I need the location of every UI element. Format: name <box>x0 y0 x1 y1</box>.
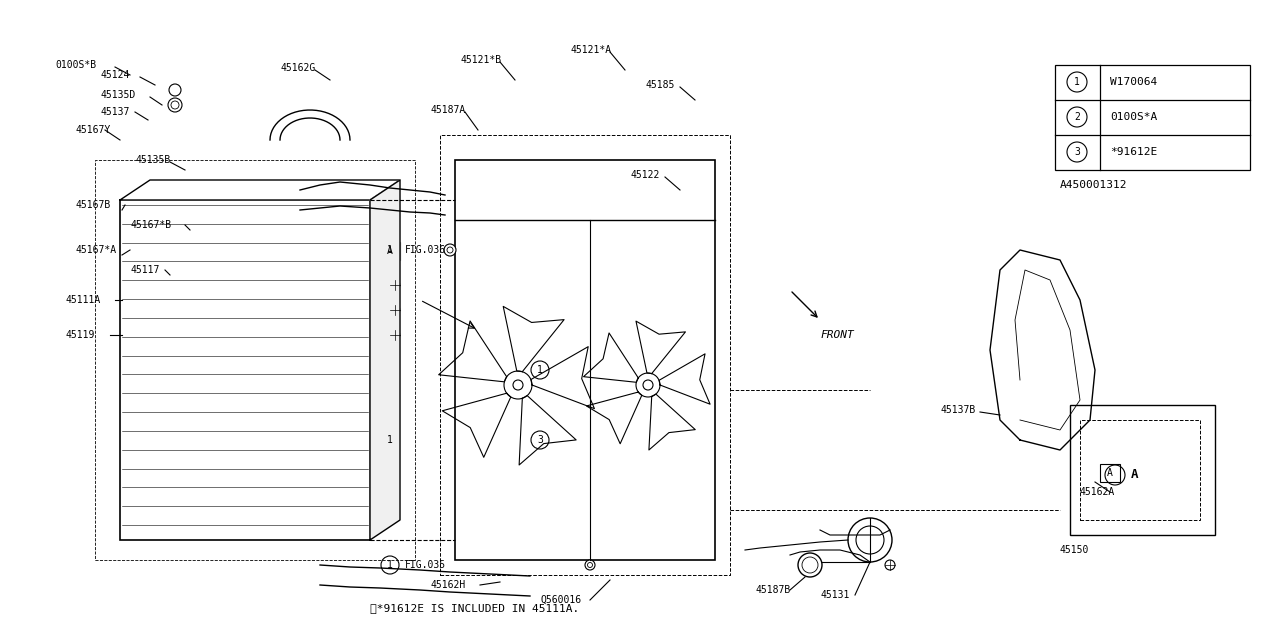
Text: W170064: W170064 <box>1110 77 1157 87</box>
Circle shape <box>1105 465 1125 485</box>
Circle shape <box>588 563 593 568</box>
Circle shape <box>381 431 399 449</box>
Bar <box>1070 405 1215 535</box>
Circle shape <box>513 380 524 390</box>
Circle shape <box>1068 142 1087 162</box>
Text: 1: 1 <box>387 560 393 570</box>
Text: 45135D: 45135D <box>100 90 136 100</box>
Circle shape <box>381 556 399 574</box>
Text: A: A <box>1107 468 1112 478</box>
Bar <box>120 200 370 540</box>
Text: 45121*B: 45121*B <box>460 55 502 65</box>
Text: 45167Y: 45167Y <box>76 125 110 135</box>
Circle shape <box>856 526 884 554</box>
Text: A: A <box>387 246 393 256</box>
Text: 1: 1 <box>1074 77 1080 87</box>
Text: 45167B: 45167B <box>76 200 110 210</box>
Text: 3: 3 <box>538 435 543 445</box>
Text: 45137B: 45137B <box>940 405 975 415</box>
Circle shape <box>797 553 822 577</box>
Circle shape <box>169 84 180 96</box>
Text: 1: 1 <box>387 245 393 255</box>
Text: 45185: 45185 <box>645 80 675 90</box>
Text: 45150: 45150 <box>1060 545 1089 555</box>
Circle shape <box>390 280 401 290</box>
Text: 0100S*A: 0100S*A <box>1110 112 1157 122</box>
Circle shape <box>504 371 532 399</box>
Circle shape <box>884 560 895 570</box>
Text: 45167*A: 45167*A <box>76 245 116 255</box>
Text: 45111A: 45111A <box>65 295 100 305</box>
Bar <box>1080 420 1201 520</box>
Text: *91612E: *91612E <box>1110 147 1157 157</box>
Text: 3: 3 <box>1074 147 1080 157</box>
Text: 45135B: 45135B <box>134 155 170 165</box>
Text: 45187A: 45187A <box>430 105 465 115</box>
Circle shape <box>643 380 653 390</box>
Text: 1: 1 <box>387 435 393 445</box>
Circle shape <box>447 247 453 253</box>
Text: 45162G: 45162G <box>280 63 315 73</box>
Circle shape <box>381 241 399 259</box>
Text: 45162H: 45162H <box>430 580 465 590</box>
Text: 2: 2 <box>1074 112 1080 122</box>
Circle shape <box>1068 107 1087 127</box>
Text: FIG.035: FIG.035 <box>404 560 447 570</box>
Bar <box>454 160 716 560</box>
Circle shape <box>168 98 182 112</box>
Text: 0100S*B: 0100S*B <box>55 60 96 70</box>
Text: FIG.036: FIG.036 <box>404 245 447 255</box>
Text: FRONT: FRONT <box>820 330 854 340</box>
Text: ※*91612E IS INCLUDED IN 45111A.: ※*91612E IS INCLUDED IN 45111A. <box>370 603 580 613</box>
Polygon shape <box>370 180 401 540</box>
Text: 45187B: 45187B <box>755 585 790 595</box>
Circle shape <box>636 373 660 397</box>
Circle shape <box>803 557 818 573</box>
Text: 45137: 45137 <box>100 107 129 117</box>
Text: 45162A: 45162A <box>1080 487 1115 497</box>
Circle shape <box>585 560 595 570</box>
Circle shape <box>531 431 549 449</box>
Circle shape <box>849 518 892 562</box>
Text: 45124: 45124 <box>100 70 129 80</box>
Text: 45121*A: 45121*A <box>570 45 611 55</box>
Polygon shape <box>120 180 401 200</box>
Bar <box>1055 65 1251 170</box>
Circle shape <box>390 330 401 340</box>
Circle shape <box>444 244 456 256</box>
Text: 45117: 45117 <box>131 265 160 275</box>
Text: 45122: 45122 <box>630 170 659 180</box>
Circle shape <box>172 101 179 109</box>
Circle shape <box>390 305 401 315</box>
Text: A450001312: A450001312 <box>1060 180 1128 190</box>
Text: 45131: 45131 <box>820 590 850 600</box>
Text: 45167*B: 45167*B <box>131 220 172 230</box>
Text: 1: 1 <box>538 365 543 375</box>
Bar <box>1100 464 1120 482</box>
Text: A: A <box>1132 468 1139 481</box>
Text: Q560016: Q560016 <box>540 595 581 605</box>
Circle shape <box>1068 72 1087 92</box>
Circle shape <box>531 361 549 379</box>
Text: 45119: 45119 <box>65 330 95 340</box>
Bar <box>380 242 401 260</box>
